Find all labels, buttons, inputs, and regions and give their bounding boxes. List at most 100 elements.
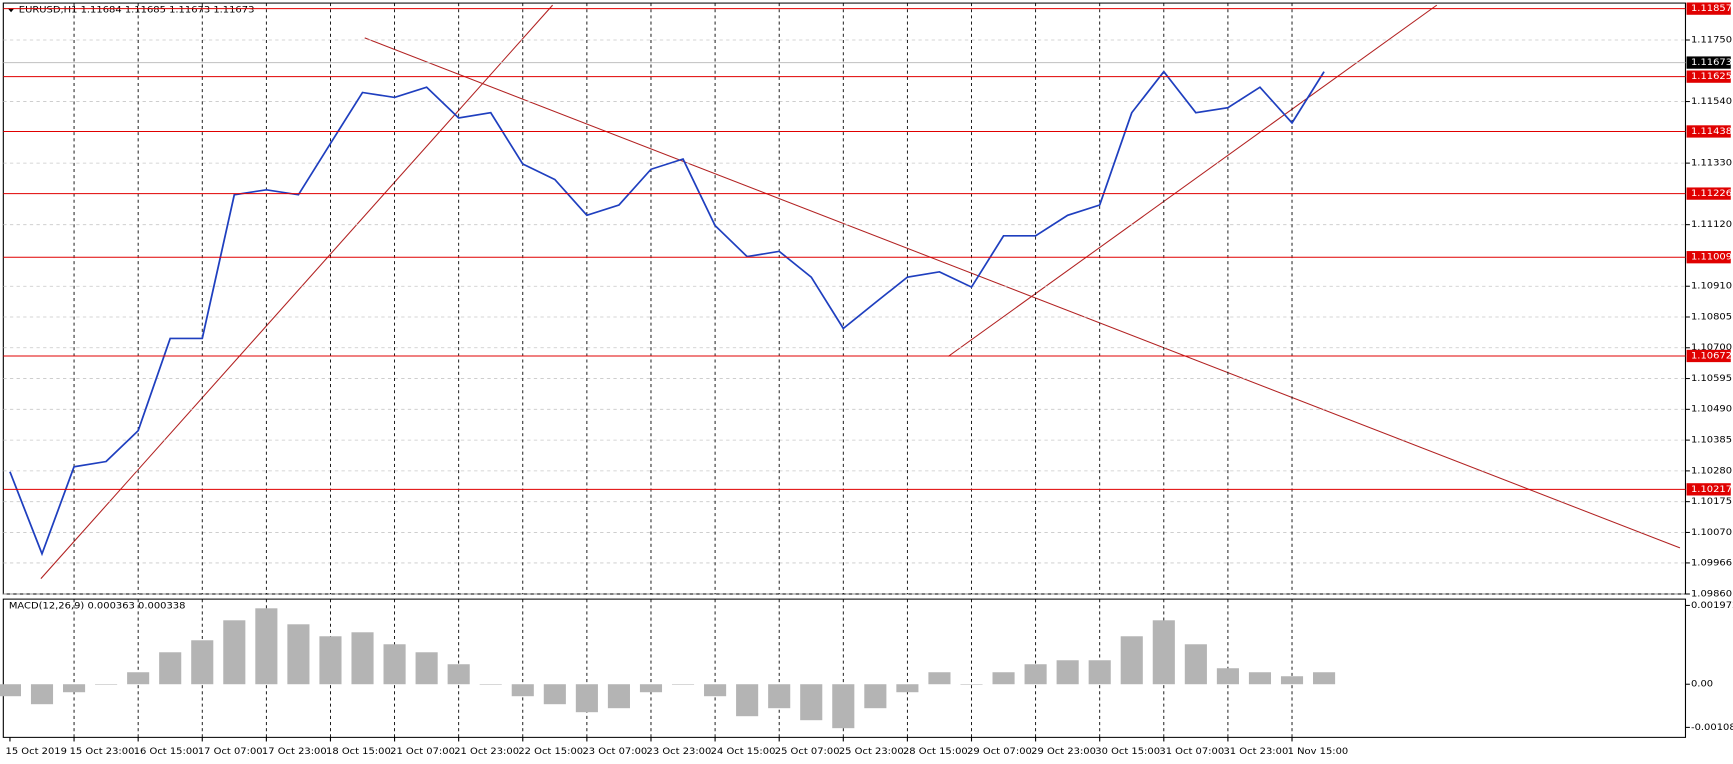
macd-bar	[896, 684, 919, 693]
level-label: 1.11625	[1691, 71, 1732, 82]
macd-bar	[511, 684, 534, 697]
macd-bar	[639, 684, 663, 693]
macd-bar	[1184, 644, 1207, 685]
macd-bar	[62, 684, 86, 693]
macd-bar	[800, 684, 823, 721]
x-tick-label: 28 Oct 15:00	[903, 746, 968, 757]
level-label: 1.11857	[1691, 3, 1732, 14]
x-tick-label: 29 Oct 23:00	[1031, 746, 1096, 757]
macd-bar	[287, 624, 310, 685]
macd-bar	[191, 640, 214, 685]
macd-bar	[1024, 664, 1047, 685]
y-tick-label: 1.09966	[1691, 558, 1732, 569]
level-label: 1.11226	[1691, 188, 1732, 199]
last-price-label: 1.11673	[1691, 57, 1732, 68]
level-label: 1.10672	[1691, 351, 1732, 362]
level-label-box	[1686, 483, 1731, 496]
macd-panel	[2, 598, 1687, 738]
macd-bar	[1248, 672, 1272, 685]
price-panel	[2, 2, 1687, 595]
y-tick-label: 1.10280	[1691, 466, 1732, 477]
y-tick-label: 1.11750	[1691, 35, 1732, 46]
y-tick-label: 1.11330	[1691, 158, 1732, 169]
x-tick-label: 16 Oct 15:00	[134, 746, 199, 757]
y-tick-label: 1.10700	[1691, 342, 1732, 353]
x-tick-label: 17 Oct 23:00	[262, 746, 327, 757]
macd-bar	[30, 684, 54, 705]
x-tick-label: 29 Oct 07:00	[967, 746, 1032, 757]
x-tick-label: 31 Oct 07:00	[1159, 746, 1224, 757]
macd-bar	[95, 684, 118, 685]
macd-bar	[1120, 636, 1143, 685]
y-tick-label: 1.10385	[1691, 435, 1732, 446]
price-line	[9, 70, 1325, 557]
macd-bar	[127, 672, 150, 685]
trend-line	[364, 37, 1681, 549]
macd-bar	[960, 684, 983, 685]
y-tick-label: 1.10595	[1691, 373, 1732, 384]
macd-bar	[704, 684, 727, 697]
level-label: 1.11438	[1691, 126, 1732, 137]
macd-bar	[607, 684, 630, 709]
y-tick-label: 0.00	[1691, 679, 1713, 690]
x-tick-label: 1 Nov 15:00	[1288, 746, 1349, 757]
trend-line	[40, 4, 554, 579]
last-price-box	[1686, 56, 1731, 69]
x-tick-label: 25 Oct 23:00	[839, 746, 904, 757]
y-tick-label: 1.10910	[1691, 281, 1732, 292]
macd-bar	[319, 636, 342, 685]
macd-bar	[159, 652, 182, 685]
macd-bar	[351, 632, 374, 685]
macd-bar	[1280, 676, 1304, 685]
macd-bar	[447, 664, 470, 685]
x-tick-label: 22 Oct 15:00	[518, 746, 583, 757]
macd-bar	[415, 652, 438, 685]
trend-line	[947, 4, 1438, 357]
level-label-box	[1686, 70, 1731, 83]
menu-arrow[interactable]	[7, 8, 15, 13]
level-label-box	[1686, 187, 1731, 200]
x-tick-label: 23 Oct 23:00	[647, 746, 712, 757]
macd-bar	[1088, 660, 1111, 685]
y-tick-label: 1.10805	[1691, 312, 1732, 323]
y-tick-label: 1.10070	[1691, 527, 1732, 538]
x-tick-label: 17 Oct 07:00	[198, 746, 263, 757]
level-label-box	[1686, 349, 1731, 363]
level-label-box	[1686, 251, 1731, 264]
x-tick-label: 24 Oct 15:00	[711, 746, 776, 757]
x-tick-label: 21 Oct 07:00	[390, 746, 455, 757]
x-tick-label: 23 Oct 07:00	[582, 746, 647, 757]
x-tick-label: 18 Oct 15:00	[326, 746, 391, 757]
chart-title: EURUSD,H1 1.11684 1.11685 1.11673 1.1167…	[19, 5, 255, 16]
macd-bar	[1056, 660, 1079, 685]
y-tick-label: 1.09860	[1691, 589, 1732, 600]
macd-bar	[1152, 620, 1175, 685]
x-tick-label: 15 Oct 2019	[6, 746, 67, 757]
macd-bar	[864, 684, 887, 709]
macd-bar	[992, 672, 1015, 685]
macd-bar	[768, 684, 791, 709]
x-tick-label: 30 Oct 15:00	[1095, 746, 1160, 757]
macd-bar	[1313, 672, 1336, 685]
level-label: 1.10217	[1691, 484, 1732, 495]
macd-bar	[383, 644, 406, 685]
y-tick-label: 1.10490	[1691, 404, 1732, 415]
x-tick-label: 21 Oct 23:00	[454, 746, 519, 757]
y-tick-label: -0.00108	[1691, 722, 1733, 733]
macd-title: MACD(12,26,9) 0.000363 0.000338	[9, 601, 186, 612]
level-label-box	[1686, 2, 1731, 15]
macd-bar	[671, 684, 695, 685]
y-tick-label: 1.11120	[1691, 219, 1732, 230]
macd-bar	[479, 684, 502, 685]
macd-bar	[255, 608, 278, 685]
x-tick-label: 31 Oct 23:00	[1223, 746, 1288, 757]
macd-bar	[575, 684, 598, 713]
macd-bar	[0, 684, 21, 697]
macd-bar	[1216, 668, 1239, 685]
macd-bar	[832, 684, 855, 729]
y-tick-label: 0.001972	[1691, 600, 1733, 611]
x-tick-label: 15 Oct 23:00	[70, 746, 135, 757]
y-tick-label: 1.10175	[1691, 496, 1732, 507]
level-label-box	[1686, 125, 1731, 138]
